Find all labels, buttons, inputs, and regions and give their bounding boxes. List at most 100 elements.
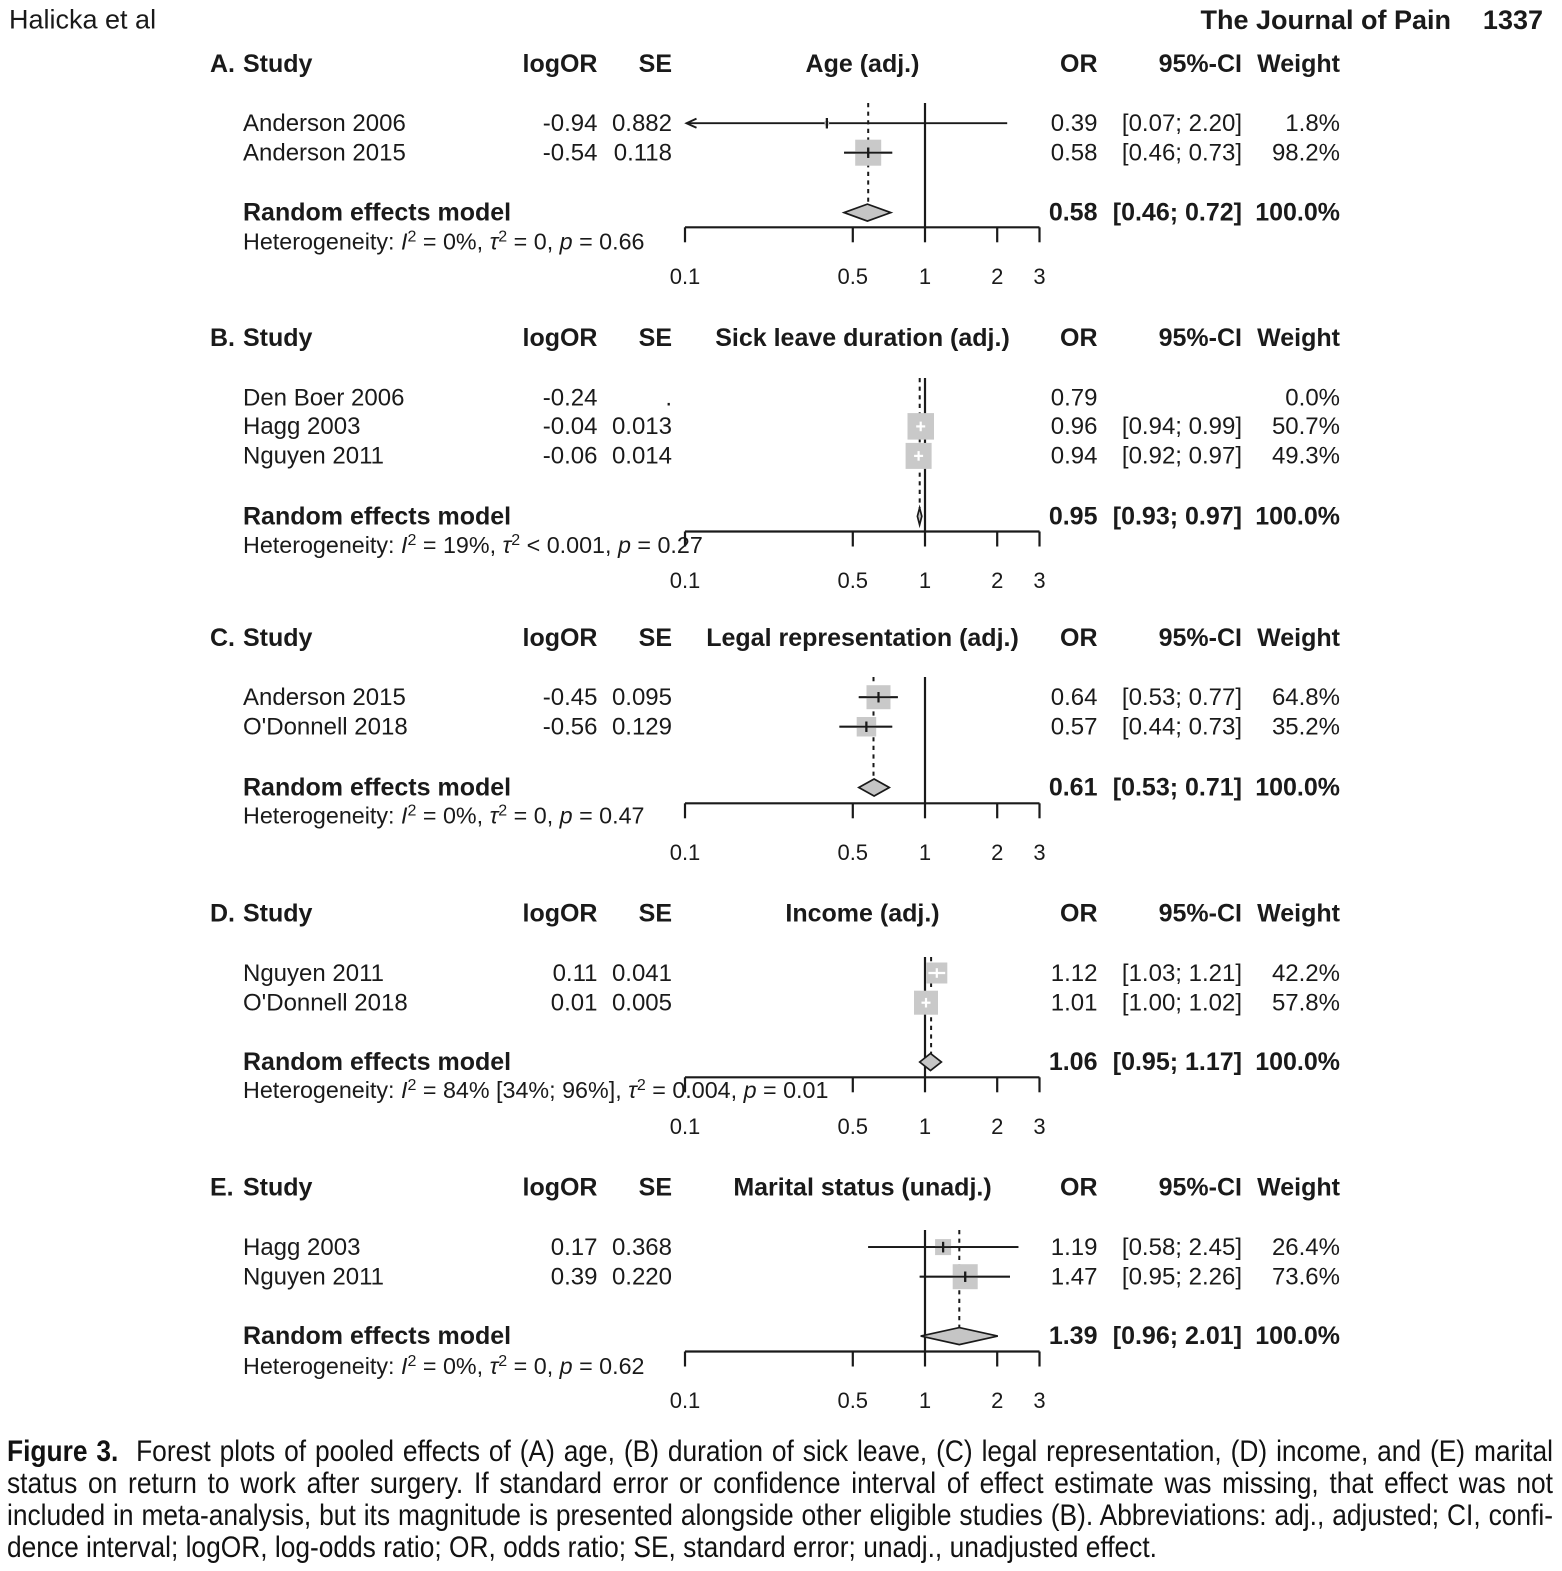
svg-text:1.47: 1.47	[1051, 1264, 1098, 1291]
svg-text:100.0%: 100.0%	[1255, 1048, 1340, 1076]
svg-text:SE: SE	[639, 50, 672, 78]
svg-text:0.118: 0.118	[614, 140, 672, 167]
svg-text:100.0%: 100.0%	[1255, 502, 1340, 530]
svg-text:Hagg 2003: Hagg 2003	[243, 1234, 360, 1261]
svg-text:0.79: 0.79	[1051, 384, 1098, 411]
svg-text:0.58: 0.58	[1049, 199, 1098, 227]
svg-text:1: 1	[919, 840, 931, 865]
svg-text:-0.24: -0.24	[543, 384, 598, 411]
svg-text:1: 1	[919, 1388, 931, 1413]
svg-text:42.2%: 42.2%	[1272, 960, 1340, 987]
svg-text:100.0%: 100.0%	[1255, 199, 1340, 227]
svg-text:0.1: 0.1	[670, 1114, 701, 1139]
svg-text:Heterogeneity: I2 = 0%, τ2 = 0: Heterogeneity: I2 = 0%, τ2 = 0, p = 0.47	[243, 803, 645, 829]
svg-text:Sick leave duration (adj.): Sick leave duration (adj.)	[715, 324, 1010, 352]
svg-text:Weight: Weight	[1257, 624, 1341, 652]
svg-text:0.5: 0.5	[837, 1114, 868, 1139]
svg-text:Study: Study	[243, 50, 313, 78]
svg-text:100.0%: 100.0%	[1255, 1322, 1340, 1350]
svg-text:Halicka et al: Halicka et al	[9, 5, 156, 35]
svg-text:-0.45: -0.45	[543, 684, 598, 711]
svg-text:[0.95; 1.17]: [0.95; 1.17]	[1113, 1048, 1242, 1076]
svg-text:[0.58; 2.45]: [0.58; 2.45]	[1122, 1234, 1242, 1261]
svg-text:0.1: 0.1	[670, 1388, 701, 1413]
svg-text:Random effects model: Random effects model	[243, 199, 511, 227]
svg-text:1.39: 1.39	[1049, 1322, 1098, 1350]
svg-text:95%-CI: 95%-CI	[1159, 624, 1242, 652]
svg-text:0.96: 0.96	[1051, 413, 1098, 440]
svg-text:Study: Study	[243, 900, 313, 928]
svg-text:57.8%: 57.8%	[1272, 990, 1340, 1017]
svg-text:Random effects model: Random effects model	[243, 1048, 511, 1076]
svg-text:26.4%: 26.4%	[1272, 1234, 1340, 1261]
svg-text:[0.95; 2.26]: [0.95; 2.26]	[1122, 1264, 1242, 1291]
svg-text:1.12: 1.12	[1051, 960, 1098, 987]
svg-text:0.5: 0.5	[837, 840, 868, 865]
svg-text:SE: SE	[639, 1174, 672, 1202]
svg-text:0.17: 0.17	[551, 1234, 598, 1261]
svg-text:95%-CI: 95%-CI	[1159, 324, 1242, 352]
svg-text:64.8%: 64.8%	[1272, 684, 1340, 711]
svg-text:SE: SE	[639, 624, 672, 652]
svg-text:0.1: 0.1	[670, 264, 701, 289]
svg-text:1.01: 1.01	[1051, 990, 1098, 1017]
svg-text:Hagg 2003: Hagg 2003	[243, 413, 360, 440]
svg-text:98.2%: 98.2%	[1272, 140, 1340, 167]
svg-text:3: 3	[1033, 1114, 1045, 1139]
svg-text:Nguyen 2011: Nguyen 2011	[243, 443, 384, 470]
svg-text:0.041: 0.041	[612, 960, 672, 987]
svg-text:1.8%: 1.8%	[1285, 110, 1340, 137]
svg-text:0.5: 0.5	[837, 568, 868, 593]
svg-text:3: 3	[1033, 264, 1045, 289]
svg-text:-0.04: -0.04	[543, 413, 598, 440]
svg-text:D.: D.	[210, 900, 235, 928]
svg-text:2: 2	[991, 1114, 1003, 1139]
svg-text:49.3%: 49.3%	[1272, 443, 1340, 470]
svg-text:0.5: 0.5	[837, 1388, 868, 1413]
svg-text:[0.92; 0.97]: [0.92; 0.97]	[1122, 443, 1242, 470]
svg-text:Heterogeneity: I2 = 0%, τ2 = 0: Heterogeneity: I2 = 0%, τ2 = 0, p = 0.62	[243, 1353, 645, 1379]
svg-text:0.58: 0.58	[1051, 140, 1098, 167]
svg-text:[1.03; 1.21]: [1.03; 1.21]	[1122, 960, 1242, 987]
svg-text:OR: OR	[1060, 1174, 1098, 1202]
svg-text:95%-CI: 95%-CI	[1159, 50, 1242, 78]
svg-text:0.5: 0.5	[837, 264, 868, 289]
svg-text:Study: Study	[243, 1174, 313, 1202]
svg-text:logOR: logOR	[523, 50, 598, 78]
svg-text:0.1: 0.1	[670, 840, 701, 865]
svg-text:1.06: 1.06	[1049, 1048, 1098, 1076]
svg-text:[0.53; 0.71]: [0.53; 0.71]	[1113, 774, 1242, 802]
svg-text:Nguyen 2011: Nguyen 2011	[243, 1264, 384, 1291]
svg-text:C.: C.	[210, 624, 235, 652]
svg-text:Income (adj.): Income (adj.)	[785, 900, 939, 928]
svg-text:[0.94; 0.99]: [0.94; 0.99]	[1122, 413, 1242, 440]
svg-text:The Journal of Pain: The Journal of Pain	[1200, 5, 1451, 35]
svg-text:95%-CI: 95%-CI	[1159, 900, 1242, 928]
svg-text:0.01: 0.01	[551, 990, 598, 1017]
svg-text:0.39: 0.39	[551, 1264, 598, 1291]
svg-text:0.368: 0.368	[612, 1234, 672, 1261]
svg-text:0.220: 0.220	[612, 1264, 672, 1291]
svg-text:logOR: logOR	[523, 324, 598, 352]
svg-text:Random effects model: Random effects model	[243, 1322, 511, 1350]
svg-text:Random effects model: Random effects model	[243, 774, 511, 802]
svg-text:1337: 1337	[1483, 5, 1543, 35]
svg-text:OR: OR	[1060, 624, 1098, 652]
svg-text:[0.46; 0.73]: [0.46; 0.73]	[1122, 140, 1242, 167]
svg-text:3: 3	[1033, 568, 1045, 593]
svg-text:0.882: 0.882	[612, 110, 672, 137]
svg-text:0.61: 0.61	[1049, 774, 1098, 802]
svg-text:0.095: 0.095	[612, 684, 672, 711]
svg-text:95%-CI: 95%-CI	[1159, 1174, 1242, 1202]
svg-text:-0.94: -0.94	[543, 110, 598, 137]
svg-text:[0.44; 0.73]: [0.44; 0.73]	[1122, 714, 1242, 741]
svg-text:-0.54: -0.54	[543, 140, 598, 167]
svg-text:0.57: 0.57	[1051, 714, 1098, 741]
svg-text:0.005: 0.005	[612, 990, 672, 1017]
svg-text:-0.56: -0.56	[543, 714, 598, 741]
svg-text:0.0%: 0.0%	[1285, 384, 1340, 411]
svg-text:Study: Study	[243, 324, 313, 352]
svg-text:Weight: Weight	[1257, 1174, 1341, 1202]
svg-text:[0.07; 2.20]: [0.07; 2.20]	[1122, 110, 1242, 137]
svg-text:3: 3	[1033, 840, 1045, 865]
